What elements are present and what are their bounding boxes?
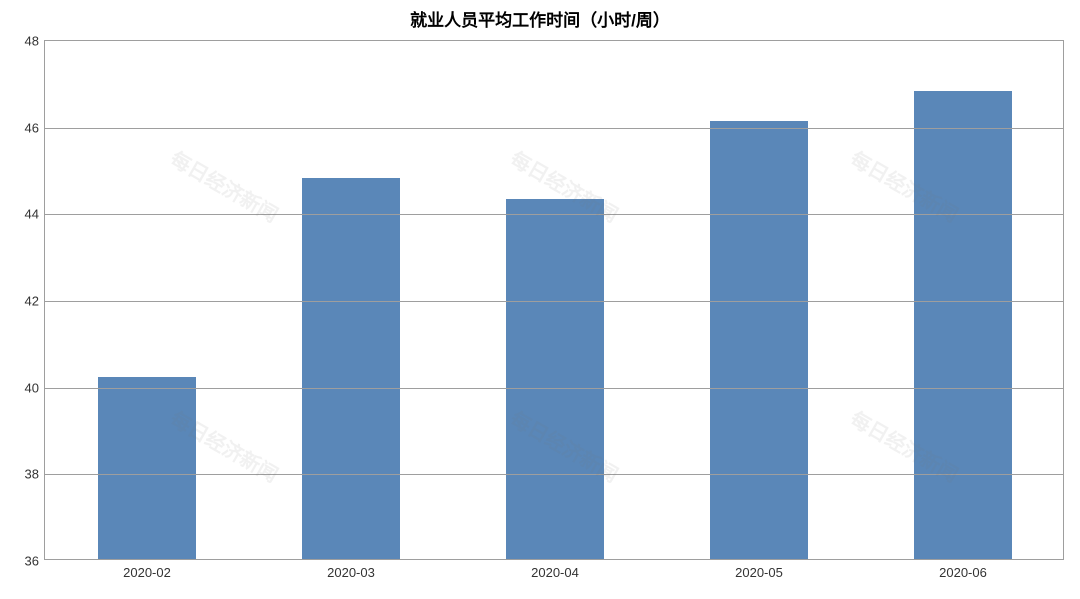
plot-area: 363840424446482020-022020-032020-042020-… bbox=[44, 40, 1064, 560]
bars-layer bbox=[45, 41, 1063, 559]
gridline bbox=[45, 301, 1063, 302]
x-tick-label: 2020-03 bbox=[327, 559, 375, 580]
bar bbox=[98, 377, 196, 559]
bar bbox=[302, 178, 400, 559]
x-tick-label: 2020-05 bbox=[735, 559, 783, 580]
x-tick-label: 2020-04 bbox=[531, 559, 579, 580]
y-tick-label: 36 bbox=[25, 554, 45, 569]
x-tick-label: 2020-02 bbox=[123, 559, 171, 580]
y-tick-label: 46 bbox=[25, 120, 45, 135]
gridline bbox=[45, 474, 1063, 475]
y-tick-label: 40 bbox=[25, 380, 45, 395]
bar bbox=[914, 91, 1012, 559]
y-tick-label: 48 bbox=[25, 34, 45, 49]
gridline bbox=[45, 128, 1063, 129]
bar bbox=[506, 199, 604, 559]
chart-container: 就业人员平均工作时间（小时/周） 363840424446482020-0220… bbox=[0, 0, 1080, 599]
chart-title: 就业人员平均工作时间（小时/周） bbox=[0, 6, 1080, 31]
x-tick-label: 2020-06 bbox=[939, 559, 987, 580]
bar bbox=[710, 121, 808, 559]
y-tick-label: 44 bbox=[25, 207, 45, 222]
gridline bbox=[45, 214, 1063, 215]
y-tick-label: 38 bbox=[25, 467, 45, 482]
y-tick-label: 42 bbox=[25, 294, 45, 309]
gridline bbox=[45, 388, 1063, 389]
